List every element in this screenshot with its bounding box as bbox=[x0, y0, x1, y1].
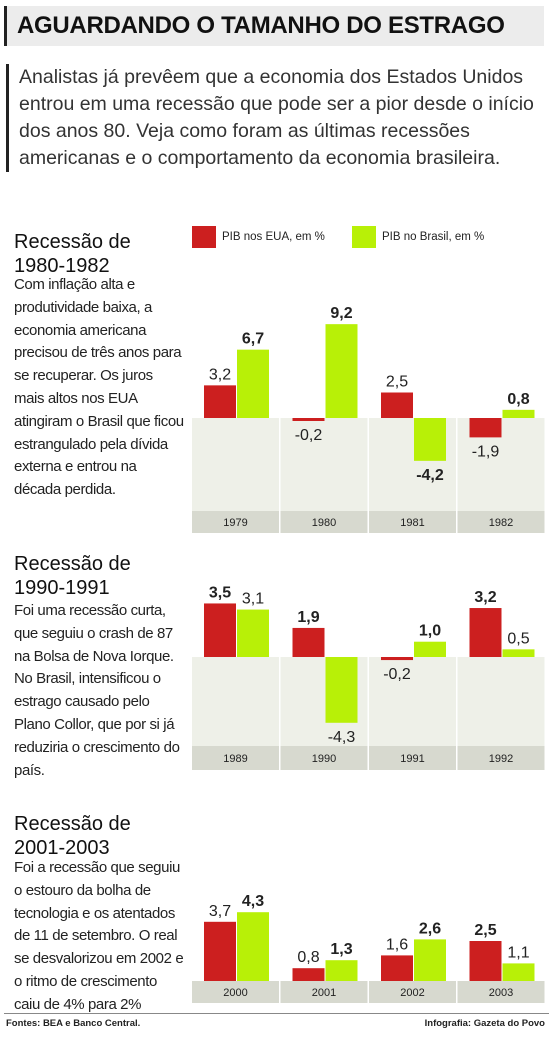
bar-usa bbox=[469, 418, 502, 438]
plot-panel bbox=[369, 657, 456, 746]
data-label: -4,2 bbox=[416, 467, 444, 484]
tick-label: 1981 bbox=[400, 517, 424, 529]
section-3-title: Recessão de 2001-2003 bbox=[14, 813, 131, 859]
tick-label: 1990 bbox=[312, 753, 336, 765]
bar-usa bbox=[381, 392, 413, 418]
tick-label: 2001 bbox=[312, 987, 336, 999]
legend: PIB nos EUA, em % PIB no Brasil, em % bbox=[192, 226, 532, 248]
plot-panel bbox=[192, 657, 279, 746]
bar-brazil bbox=[502, 409, 535, 418]
data-label: -1,9 bbox=[472, 443, 500, 460]
tick-label: 1979 bbox=[223, 517, 247, 529]
tick-label: 2003 bbox=[489, 987, 513, 999]
tick-label: 2002 bbox=[400, 987, 424, 999]
plot-panel bbox=[280, 418, 368, 511]
data-label: 2,6 bbox=[419, 920, 441, 937]
bar-usa bbox=[469, 941, 502, 981]
chart-3: 2000 3,7 4,3 2001 0,8 1,3 2002 1,6 2,6 2003 2,5 1,1 bbox=[192, 893, 545, 1003]
bar-usa bbox=[469, 608, 502, 657]
chart-2: 1989 3,5 3,1 1990 1,9 -4,3 1991 -0,2 1,0 1992 3,2 0… bbox=[192, 584, 545, 770]
data-label: 0,8 bbox=[507, 391, 529, 408]
data-label: 1,0 bbox=[419, 623, 441, 640]
bar-usa bbox=[204, 921, 236, 981]
data-label: 4,3 bbox=[242, 893, 264, 910]
data-label: 1,6 bbox=[386, 936, 408, 953]
footer-sources: Fontes: BEA e Banco Central. bbox=[6, 1018, 141, 1029]
tick-label: 1991 bbox=[400, 753, 424, 765]
section-2-title: Recessão de 1990-1991 bbox=[14, 553, 131, 599]
tick-label: 1989 bbox=[223, 753, 247, 765]
plot-panel bbox=[457, 657, 545, 746]
bar-brazil bbox=[237, 912, 269, 981]
tick-label: 1980 bbox=[312, 517, 336, 529]
page-title: AGUARDANDO O TAMANHO DO ESTRAGO bbox=[17, 12, 505, 39]
data-label: 0,5 bbox=[507, 630, 529, 647]
data-label: 1,1 bbox=[507, 944, 529, 961]
bar-brazil bbox=[237, 349, 269, 418]
data-label: 3,7 bbox=[209, 903, 231, 920]
data-label: 3,5 bbox=[209, 584, 231, 601]
legend-brazil-swatch bbox=[352, 226, 376, 248]
category-band bbox=[369, 981, 456, 1003]
category-band bbox=[192, 981, 279, 1003]
section-3-text: Foi a recessão que seguiu o estouro da b… bbox=[14, 859, 184, 1013]
category-band bbox=[280, 746, 368, 770]
bar-brazil bbox=[414, 939, 446, 981]
category-band bbox=[280, 511, 368, 533]
data-label: -0,2 bbox=[295, 427, 323, 444]
category-band bbox=[192, 746, 279, 770]
category-band bbox=[280, 981, 368, 1003]
bar-usa bbox=[292, 627, 325, 657]
tick-label: 2000 bbox=[223, 987, 247, 999]
footer-rule bbox=[4, 1013, 549, 1014]
data-label: 1,9 bbox=[297, 609, 319, 626]
section-1-title: Recessão de 1980-1982 bbox=[14, 231, 131, 277]
legend-usa-label: PIB nos EUA, em % bbox=[222, 231, 325, 243]
category-band bbox=[369, 746, 456, 770]
legend-brazil-label: PIB no Brasil, em % bbox=[382, 231, 485, 243]
section-1-text: Com inflação alta e produtividade baixa,… bbox=[14, 276, 184, 499]
data-label: 3,2 bbox=[474, 589, 496, 606]
plot-panel bbox=[192, 418, 279, 511]
bar-usa bbox=[204, 603, 236, 657]
legend-usa-swatch bbox=[192, 226, 216, 248]
data-label: 6,7 bbox=[242, 331, 264, 348]
data-label: 3,2 bbox=[209, 366, 231, 383]
bar-usa bbox=[381, 657, 413, 661]
data-label: -4,3 bbox=[328, 729, 356, 746]
data-label: 2,5 bbox=[386, 374, 408, 391]
bar-brazil bbox=[325, 324, 358, 418]
bar-brazil bbox=[414, 641, 446, 657]
bar-usa bbox=[381, 955, 413, 981]
data-label: 9,2 bbox=[330, 305, 352, 322]
data-label: 1,3 bbox=[330, 941, 352, 958]
bar-brazil bbox=[502, 649, 535, 657]
intro-text: Analistas já prevêem que a economia dos … bbox=[6, 64, 539, 172]
tick-label: 1992 bbox=[489, 753, 513, 765]
category-band bbox=[369, 511, 456, 533]
data-label: 2,5 bbox=[474, 922, 496, 939]
bar-brazil bbox=[414, 418, 446, 461]
bar-usa bbox=[292, 968, 325, 981]
section-2-text: Foi uma recessão curta, que seguiu o cra… bbox=[14, 602, 180, 779]
data-label: 0,8 bbox=[297, 949, 319, 966]
bar-usa bbox=[204, 385, 236, 418]
bar-brazil bbox=[502, 963, 535, 981]
data-label: 3,1 bbox=[242, 591, 264, 608]
bar-brazil bbox=[237, 609, 269, 657]
footer-credit: Infografia: Gazeta do Povo bbox=[424, 1018, 545, 1029]
bar-brazil bbox=[325, 657, 358, 723]
bar-usa bbox=[292, 418, 325, 421]
tick-label: 1982 bbox=[489, 517, 513, 529]
category-band bbox=[457, 981, 545, 1003]
header-bar: AGUARDANDO O TAMANHO DO ESTRAGO bbox=[4, 6, 544, 46]
data-label: -0,2 bbox=[383, 666, 411, 683]
category-band bbox=[192, 511, 279, 533]
category-band bbox=[457, 746, 545, 770]
category-band bbox=[457, 511, 545, 533]
chart-1: 1979 3,2 6,7 1980 -0,2 9,2 1981 2,5 -4,2 1982 -1,9… bbox=[192, 305, 545, 533]
bar-brazil bbox=[325, 960, 358, 981]
